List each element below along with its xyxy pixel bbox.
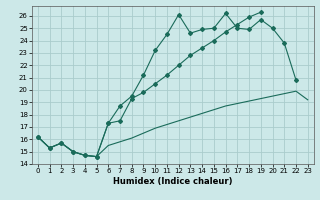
X-axis label: Humidex (Indice chaleur): Humidex (Indice chaleur) <box>113 177 233 186</box>
